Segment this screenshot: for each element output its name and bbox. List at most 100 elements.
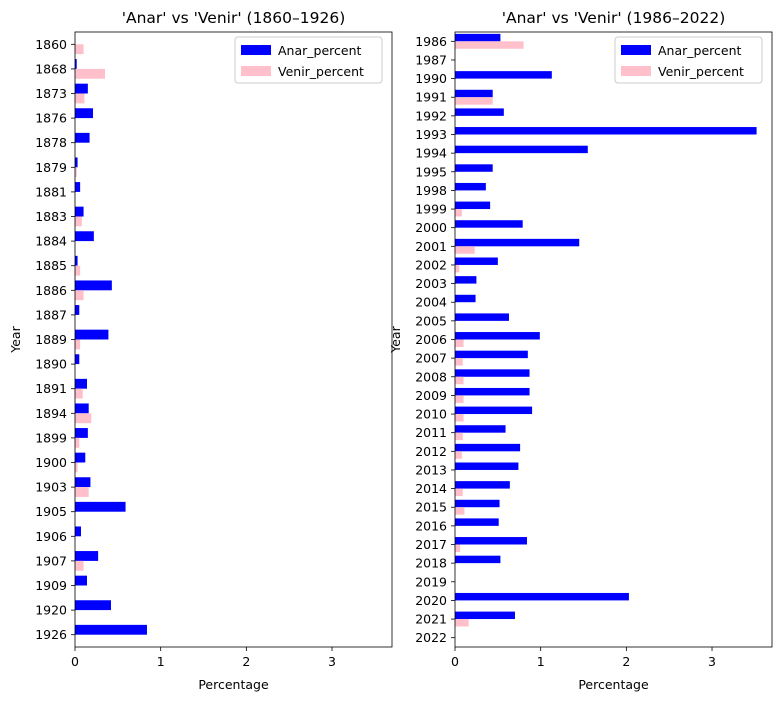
bar-Venir_percent-1899 [75,437,80,448]
bar-Anar_percent-2016 [455,518,499,526]
legend-label-Venir_percent: Venir_percent [658,64,744,79]
legend: Anar_percent Venir_percent [234,36,383,84]
bar-Anar_percent-1992 [455,108,504,116]
legend-box [614,36,763,84]
y-tick-label: 2006 [415,332,447,347]
bar-Anar_percent-1887 [75,305,80,315]
bar-Venir_percent-1885 [75,265,81,276]
bar-Venir_percent-2017 [455,544,461,552]
y-tick-label: 1990 [415,71,447,86]
bar-Anar_percent-1894 [75,403,89,414]
bar-Venir_percent-2011 [455,432,463,441]
y-tick-label: 2009 [415,388,447,403]
bar-Anar_percent-2020 [455,592,629,601]
bar-Anar_percent-1899 [75,428,88,438]
y-tick-label: 2020 [415,593,447,608]
y-tick-label: 1926 [35,627,67,642]
y-tick-label: 1995 [415,164,447,179]
y-tick-label: 1876 [35,111,67,126]
y-tick-label: 1899 [35,430,67,445]
y-tick-label: 2007 [415,351,447,366]
y-tick-label: 2017 [415,537,447,552]
x-tick-label: 1 [537,654,545,669]
y-tick-label: 2022 [415,630,447,645]
y-tick-label: 2016 [415,518,447,533]
bar-Anar_percent-1999 [455,201,491,210]
bar-Anar_percent-1994 [455,145,588,154]
x-tick-label: 3 [328,654,336,669]
chart-title: 'Anar' vs 'Venir' (1986–2022) [502,9,726,27]
y-tick-label: 1903 [35,480,67,495]
bar-Anar_percent-2015 [455,499,500,508]
bar-Venir_percent-2012 [455,451,462,459]
bar-Anar_percent-2011 [455,425,506,433]
bar-Anar_percent-2004 [455,294,476,303]
x-tick-label: 2 [622,654,630,669]
y-tick-label: 2000 [415,220,447,235]
bar-Anar_percent-1998 [455,182,486,191]
bar-Venir_percent-2007 [455,358,463,366]
plot-frame [74,31,393,648]
bar-Anar_percent-1995 [455,164,493,172]
x-tick-label: 3 [708,654,716,669]
bar-Anar_percent-1903 [75,477,91,488]
bar-Anar_percent-2007 [455,350,528,359]
y-tick-label: 1992 [415,108,447,123]
bar-Anar_percent-1900 [75,452,86,463]
legend-label-Anar_percent: Anar_percent [658,43,741,58]
bar-Anar_percent-2000 [455,220,523,228]
bar-Venir_percent-2021 [455,619,469,627]
y-tick-label: 1909 [35,578,67,593]
chart-title: 'Anar' vs 'Venir' (1860–1926) [122,9,346,27]
y-tick-label: 1873 [35,86,67,101]
bar-Anar_percent-1906 [75,526,81,537]
y-tick-label: 1907 [35,553,67,568]
y-tick-label: 2001 [415,239,447,254]
y-tick-label: 2018 [415,556,447,571]
y-tick-label: 1986 [415,34,447,49]
bar-Anar_percent-1873 [75,83,88,94]
bars [455,33,757,627]
y-axis-label: Year [8,325,23,353]
bar-Venir_percent-1889 [75,339,81,350]
bar-Anar_percent-1990 [455,71,552,79]
bar-Anar_percent-1878 [75,132,90,143]
bar-Venir_percent-1891 [75,388,83,399]
bar-Venir_percent-1879 [75,167,77,178]
bar-Anar_percent-1883 [75,206,84,217]
y-tick-label: 1900 [35,455,67,470]
x-tick-label: 2 [242,654,250,669]
legend-box [234,36,383,84]
bar-Anar_percent-1881 [75,182,81,192]
legend-label-Anar_percent: Anar_percent [278,43,361,58]
bar-Venir_percent-1868 [75,68,105,79]
legend-label-Venir_percent: Venir_percent [278,64,364,79]
y-tick-label: 1906 [35,529,67,544]
y-tick-label: 2005 [415,313,447,328]
bar-Anar_percent-1905 [75,501,126,512]
y-tick-label: 2010 [415,407,447,422]
x-axis-label: Percentage [578,677,649,692]
bar-Anar_percent-2002 [455,257,498,265]
bar-Anar_percent-2006 [455,332,540,340]
y-tick-label: 1998 [415,183,447,198]
y-tick-label: 2021 [415,612,447,627]
bar-Anar_percent-2013 [455,462,519,470]
bar-Venir_percent-1903 [75,487,89,497]
bar-Anar_percent-2010 [455,406,533,415]
bar-Venir_percent-1999 [455,209,462,217]
legend-swatch-Venir_percent [241,66,271,76]
bar-Anar_percent-2008 [455,369,530,377]
y-tick-label: 1999 [415,202,447,217]
bar-Anar_percent-1886 [75,280,112,291]
y-tick-label: 2015 [415,500,447,515]
legend-swatch-Anar_percent [241,45,271,55]
y-tick-label: 1860 [35,37,67,52]
y-tick-label: 2003 [415,276,447,291]
y-tick-label: 1894 [35,406,67,421]
bar-Anar_percent-1885 [75,255,78,266]
bar-Venir_percent-1860 [75,44,84,55]
bar-Anar_percent-1889 [75,329,109,340]
y-tick-label: 1879 [35,160,67,175]
